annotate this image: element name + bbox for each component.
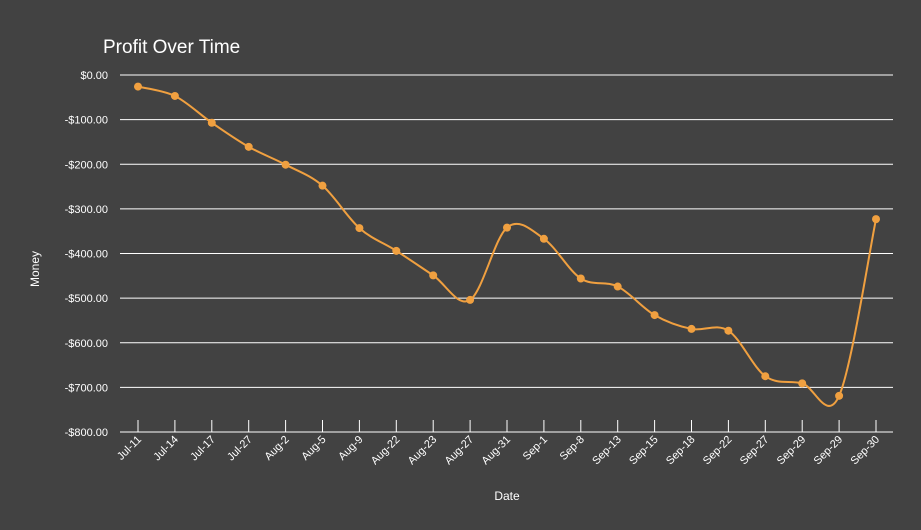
x-axis-label: Date (494, 489, 520, 503)
x-tick-label: Aug-9 (336, 434, 365, 463)
x-tick-label: Sep-15 (627, 434, 661, 468)
y-tick-label: -$200.00 (65, 159, 108, 171)
data-point (355, 224, 364, 233)
y-tick-label: -$300.00 (65, 204, 108, 216)
x-tick-label: Sep-22 (701, 434, 735, 468)
y-tick-label: -$500.00 (65, 293, 108, 305)
y-tick-label: -$600.00 (65, 338, 108, 350)
x-tick-label: Sep-30 (849, 434, 883, 468)
y-axis-ticks: $0.00 -$100.00 -$200.00 -$300.00 -$400.00 -$5… (65, 70, 108, 439)
gridlines (120, 74, 893, 433)
data-point (281, 160, 290, 169)
data-point (687, 324, 696, 333)
x-tick-label: Sep-13 (590, 434, 624, 468)
x-tick-label: Jul-17 (188, 434, 218, 464)
x-tick-label: Aug-22 (369, 434, 403, 468)
data-point (539, 234, 548, 243)
data-point (650, 311, 659, 320)
data-point (835, 391, 844, 400)
x-tick-label: Sep-29 (812, 434, 846, 468)
data-point (207, 118, 216, 127)
y-tick-label: -$400.00 (65, 249, 108, 261)
data-point (466, 295, 475, 304)
data-point (392, 246, 401, 255)
data-points (134, 82, 880, 400)
x-tick-label: Aug-23 (406, 434, 440, 468)
x-tick-label: Jul-14 (151, 434, 181, 464)
x-tick-label: Aug-31 (480, 434, 514, 468)
y-tick-label: -$700.00 (65, 382, 108, 394)
x-tick-label: Sep-1 (521, 434, 550, 463)
data-point (761, 372, 770, 381)
y-tick-label: $0.00 (80, 70, 108, 82)
x-axis-ticks: Jul-11 Jul-14 Jul-17 Jul-27 Aug-2 Aug-5 Aug-9 A… (115, 420, 882, 467)
data-point (134, 82, 142, 91)
data-point (576, 274, 585, 283)
series-line (137, 85, 877, 407)
x-tick-label: Sep-27 (738, 434, 772, 468)
data-point (170, 91, 179, 100)
y-tick-label: -$800.00 (65, 427, 108, 439)
data-point (503, 223, 511, 232)
x-tick-label: Sep-8 (558, 434, 587, 463)
data-point (798, 379, 807, 388)
x-tick-label: Sep-18 (664, 434, 698, 468)
data-point (724, 326, 733, 335)
x-tick-label: Aug-5 (299, 434, 328, 463)
x-tick-label: Sep-29 (775, 434, 809, 468)
x-tick-label: Jul-27 (225, 434, 255, 464)
y-axis-label: Money (28, 251, 42, 287)
chart-title: Profit Over Time (103, 37, 240, 58)
data-point (613, 282, 622, 291)
y-tick-label: -$100.00 (65, 115, 108, 127)
x-tick-label: Jul-11 (115, 434, 144, 463)
data-point (872, 215, 880, 224)
x-tick-label: Aug-27 (443, 434, 477, 468)
data-point (244, 142, 253, 151)
data-point (318, 181, 327, 190)
x-tick-label: Aug-2 (262, 434, 291, 463)
data-point (429, 271, 438, 280)
